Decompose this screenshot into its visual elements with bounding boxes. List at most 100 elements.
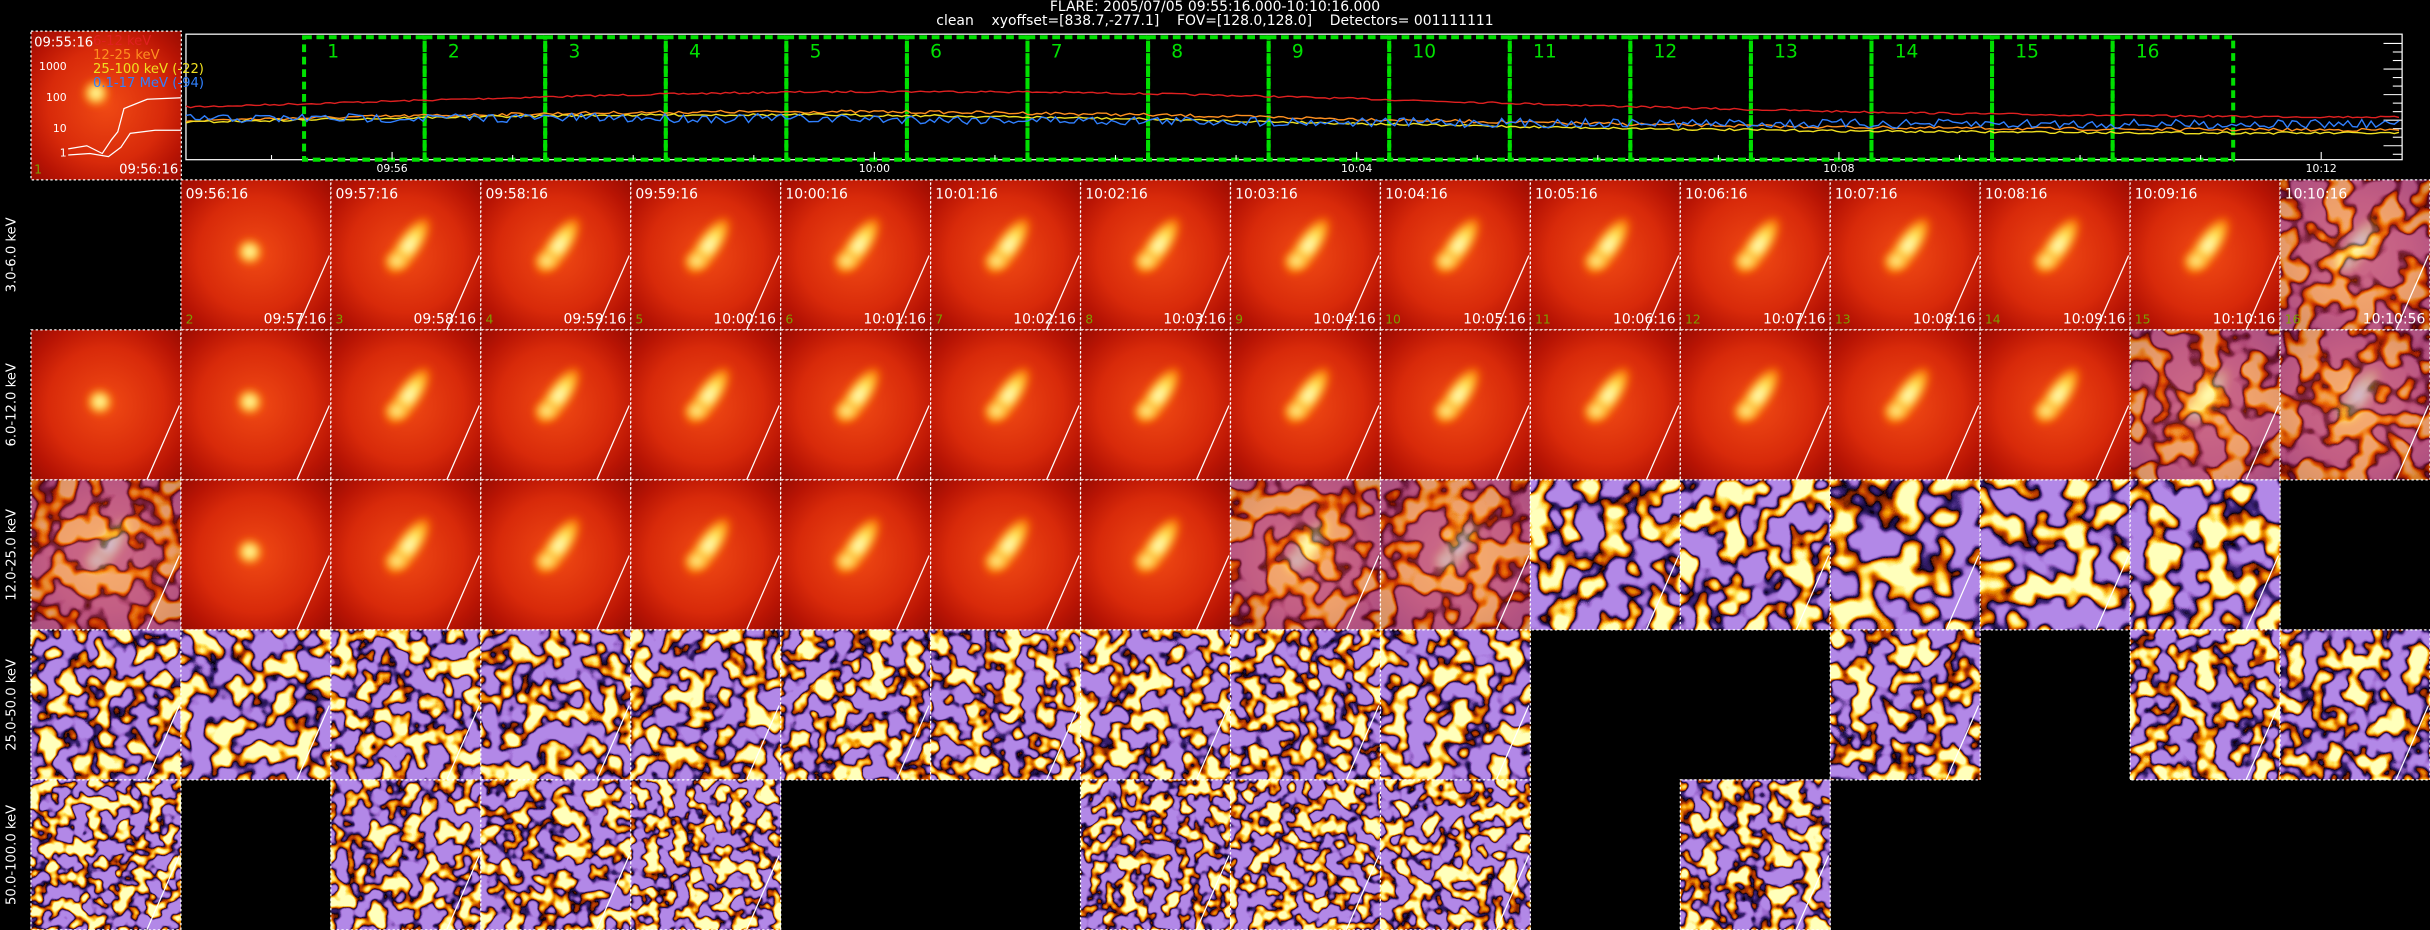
- interval-number: 11: [1533, 41, 1557, 62]
- noise-image: [330, 779, 481, 930]
- source-blob: [1432, 400, 1461, 422]
- image-cell: [1829, 479, 1981, 631]
- limb-line: [895, 705, 930, 781]
- cell-end-time: 09:59:16: [563, 312, 626, 328]
- image-cell: [1979, 479, 2131, 631]
- source-blob: [532, 400, 561, 422]
- source-blob: [832, 250, 861, 272]
- noise-image: [480, 629, 631, 780]
- interval-box: [1507, 35, 1633, 162]
- image-cell: [180, 329, 332, 481]
- image-cell: 10:10:16 10:10:56 16: [2279, 179, 2430, 331]
- time-tick-label: 10:12: [2306, 162, 2337, 175]
- cell-end-time: 10:04:16: [1313, 312, 1376, 328]
- image-cell: 10:03:16 10:04:16 9: [1229, 179, 1382, 331]
- image-cell: [1379, 479, 1531, 631]
- source-blob: [1732, 400, 1760, 422]
- header-subtitle: clean xyoffset=[838.7,-277.1] FOV=[128.0…: [936, 13, 1493, 29]
- limb-line: [2245, 255, 2280, 331]
- image-cell: [480, 779, 632, 930]
- image-cell: [1079, 629, 1232, 781]
- source-blob: [532, 550, 561, 572]
- noise-image: [1680, 479, 1831, 630]
- row-label: 12.0-25.0 keV: [4, 509, 19, 601]
- noise-image: [930, 629, 1081, 780]
- cell-end-time: 10:05:16: [1463, 312, 1526, 328]
- source-blob: [1132, 550, 1161, 572]
- thumbnail-border: [30, 30, 182, 181]
- cell-border: [1379, 629, 1531, 781]
- cell-index: 13: [1835, 312, 1851, 327]
- cell-border: [2129, 479, 2281, 631]
- light-curve: [185, 112, 2400, 130]
- thumbnail-image: [30, 31, 182, 180]
- noise-image: [180, 629, 331, 780]
- cell-index: 16: [2285, 312, 2301, 327]
- image-cell: [2129, 629, 2281, 781]
- cell-start-time: 09:59:16: [635, 186, 698, 202]
- image-cell: [630, 329, 782, 481]
- cell-start-time: 09:58:16: [485, 186, 548, 202]
- noise-image: [630, 779, 781, 930]
- limb-line: [146, 705, 180, 781]
- cell-end-time: 10:01:16: [863, 312, 926, 328]
- limb-line: [1345, 855, 1380, 930]
- limb-line: [1045, 405, 1080, 481]
- cell-start-time: 10:07:16: [1835, 186, 1898, 202]
- limb-line: [2095, 555, 2130, 631]
- image-cell: [180, 629, 332, 781]
- limb-line: [2245, 405, 2280, 481]
- cell-end-time: 10:06:16: [1613, 312, 1676, 328]
- image-cell: [630, 779, 782, 930]
- interval-box: [1387, 35, 1512, 162]
- interval-number: 14: [1895, 41, 1919, 62]
- image-cell: [330, 779, 482, 930]
- limb-line: [2245, 705, 2280, 781]
- image-cell: [1829, 629, 1981, 781]
- limb-line: [1645, 255, 1680, 331]
- image-cell: [30, 329, 182, 481]
- noise-overlay: [30, 479, 181, 630]
- image-cell: [1229, 329, 1382, 481]
- source-blob: [2181, 250, 2210, 272]
- row-label: 3.0-6.0 keV: [4, 217, 19, 292]
- interval-box: [1266, 35, 1392, 162]
- light-curve: [185, 113, 2400, 135]
- source-blob: [1582, 400, 1610, 422]
- interval-number: 7: [1051, 41, 1063, 62]
- source-blob: [235, 387, 264, 416]
- image-grid: 3.0-6.0 keV09:56:1609:57:16209:57:1609:5…: [4, 179, 2430, 930]
- image-cell: [1679, 779, 1831, 930]
- limb-line: [596, 855, 630, 930]
- legend-entry: 0.1-17 MeV (-94): [93, 76, 204, 91]
- image-cell: [1829, 329, 1981, 481]
- noise-image: [480, 779, 631, 930]
- limb-line: [446, 555, 480, 631]
- header-title: FLARE: 2005/07/05 09:55:16.000-10:10:16.…: [1050, 0, 1380, 15]
- cell-start-time: 10:01:16: [935, 186, 998, 202]
- cell-border: [930, 329, 1082, 481]
- cell-index: 11: [1535, 312, 1551, 327]
- cell-end-time: 10:03:16: [1163, 312, 1226, 328]
- interval-number: 2: [448, 41, 460, 62]
- cell-border: [30, 779, 182, 930]
- time-tick-label: 10:08: [1823, 162, 1854, 175]
- interval-number: 1: [327, 41, 339, 62]
- thumbnail-start: 09:55:16: [34, 36, 93, 51]
- cell-start-time: 10:03:16: [1235, 186, 1298, 202]
- cell-start-time: 10:05:16: [1535, 186, 1598, 202]
- row-label: 25.0-50.0 keV: [4, 659, 19, 751]
- interval-box: [543, 35, 668, 162]
- noise-image: [1230, 629, 1381, 780]
- interval-box: [1748, 35, 1874, 162]
- cell-border: [1829, 629, 1981, 781]
- limb-line: [1345, 405, 1380, 481]
- cell-border: [930, 179, 1082, 331]
- source-blob: [1881, 400, 1910, 422]
- limb-line: [1045, 555, 1080, 631]
- cell-index: 4: [485, 312, 493, 327]
- limb-line: [746, 855, 780, 930]
- thumbnail-index: 1: [34, 162, 42, 177]
